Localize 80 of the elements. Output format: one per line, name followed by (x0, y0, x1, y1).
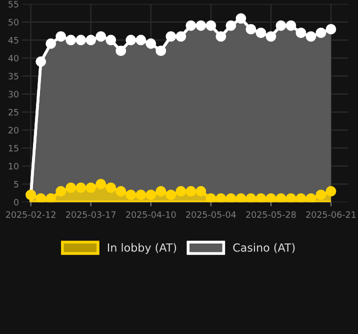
point (296, 28, 306, 38)
point (276, 193, 286, 202)
point (306, 31, 316, 42)
y-tick-label: 0 (14, 198, 18, 206)
legend-label: In lobby (AT) (108, 243, 176, 254)
point (296, 193, 306, 202)
point (176, 186, 186, 196)
point (316, 28, 326, 38)
point (96, 178, 106, 190)
y-tick-label: 25 (8, 108, 18, 116)
legend-label: Casino (AT) (233, 243, 295, 254)
point (206, 20, 216, 31)
point (216, 193, 226, 202)
y-tick-label: 10 (8, 162, 18, 170)
x-tick-label: 2025-05-04 (186, 211, 236, 218)
point (166, 31, 176, 42)
point (266, 31, 276, 42)
point (216, 31, 226, 42)
point (176, 31, 186, 42)
y-tick-label: 30 (8, 90, 18, 98)
point (56, 31, 66, 42)
y-tick-label: 50 (8, 18, 18, 26)
y-tick-label: 15 (8, 145, 18, 152)
point (256, 193, 266, 202)
point (96, 31, 106, 42)
point (316, 190, 326, 200)
point (116, 186, 126, 196)
point (106, 34, 116, 46)
point (36, 56, 46, 67)
y-tick-label: 35 (8, 72, 18, 80)
point (306, 193, 316, 202)
point (86, 34, 96, 46)
point (326, 24, 336, 34)
point (196, 186, 206, 196)
y-tick-label: 40 (8, 54, 18, 62)
point (86, 182, 96, 193)
point (146, 190, 156, 200)
point (326, 186, 336, 196)
point (66, 182, 76, 193)
y-tick-label: 55 (8, 0, 18, 8)
point (286, 20, 296, 31)
point (186, 186, 196, 196)
x-tick-label: 2025-05-28 (246, 211, 296, 218)
point (186, 20, 196, 31)
point (236, 13, 246, 24)
y-tick-label: 45 (8, 36, 18, 44)
point (136, 190, 146, 200)
point (136, 34, 146, 46)
point (286, 193, 296, 202)
point (116, 46, 126, 56)
point (226, 20, 236, 31)
point (256, 28, 266, 38)
point (46, 38, 56, 49)
point (66, 34, 76, 46)
point (126, 190, 136, 200)
point (246, 24, 256, 34)
x-tick-label: 2025-03-17 (66, 211, 116, 218)
x-tick-label: 2025-02-12 (6, 211, 56, 218)
point (146, 38, 156, 49)
y-tick-label: 20 (8, 126, 18, 134)
point (206, 193, 216, 202)
point (156, 46, 166, 56)
x-tick-label: 2025-06-21 (306, 211, 356, 218)
point (46, 193, 56, 202)
point (276, 20, 286, 31)
y-tick-label: 5 (14, 181, 18, 188)
point (196, 20, 206, 31)
point (156, 186, 166, 196)
point (106, 182, 116, 193)
x-tick-label: 2025-04-10 (126, 211, 176, 218)
point (36, 193, 46, 202)
point (76, 182, 86, 193)
point (226, 193, 236, 202)
point (126, 34, 136, 46)
point (76, 34, 86, 46)
point (166, 190, 176, 200)
point (236, 193, 246, 202)
point (246, 193, 256, 202)
point (266, 193, 276, 202)
point (56, 186, 66, 196)
